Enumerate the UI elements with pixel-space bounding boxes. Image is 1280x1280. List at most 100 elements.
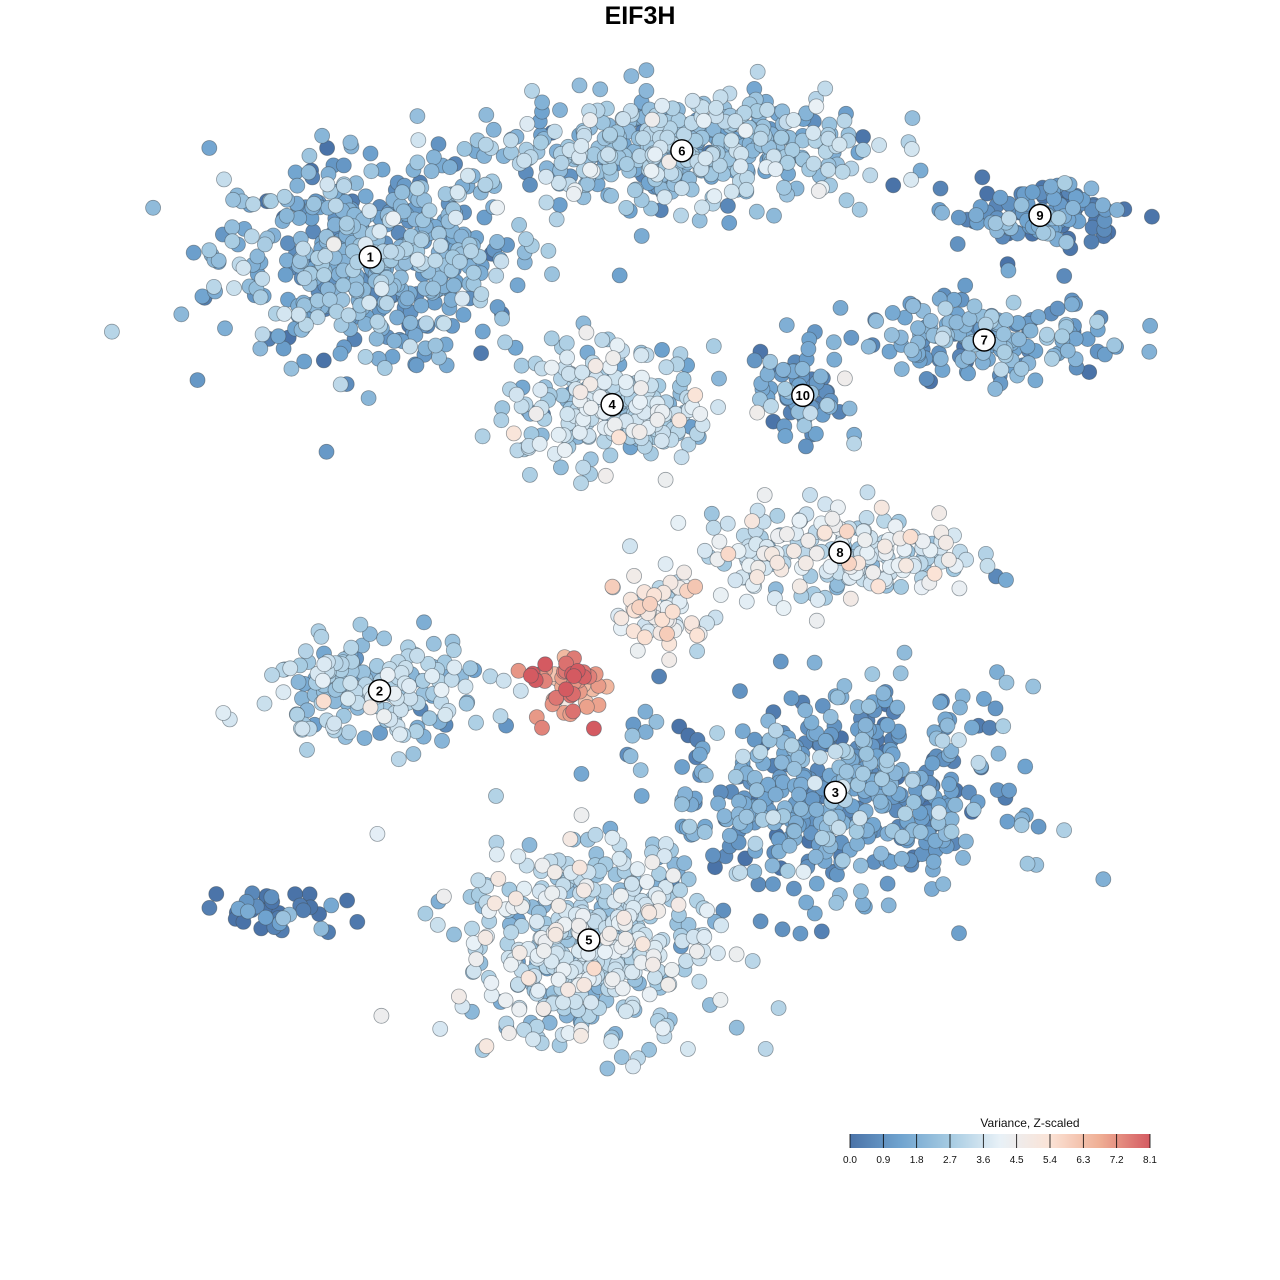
cell-point	[425, 280, 442, 297]
cell-point	[993, 361, 1010, 378]
cluster-label-5: 5	[577, 928, 601, 952]
cluster-label-circle	[367, 679, 392, 703]
cell-point	[547, 926, 564, 943]
cell-point	[832, 299, 849, 316]
cell-point	[819, 397, 836, 414]
cell-point	[332, 376, 349, 393]
cell-point	[596, 374, 613, 391]
cell-point	[357, 188, 374, 205]
cell-point	[965, 801, 982, 818]
cell-point	[964, 719, 980, 736]
cell-point	[486, 895, 503, 912]
cell-point	[263, 193, 279, 210]
cell-point	[485, 121, 502, 138]
cell-point	[812, 749, 828, 766]
cell-point	[716, 808, 733, 824]
cell-point	[409, 108, 426, 124]
cell-point	[748, 203, 765, 220]
cell-point	[779, 154, 796, 171]
cell-point	[958, 833, 974, 850]
cell-point	[824, 510, 841, 527]
cell-point	[749, 63, 766, 80]
cell-point	[239, 903, 256, 920]
cell-point	[710, 795, 726, 812]
cell-point	[1027, 372, 1044, 389]
cell-point	[573, 807, 590, 823]
legend-tick-label: 4.5	[1010, 1155, 1024, 1166]
cell-point	[462, 660, 479, 677]
cell-point	[522, 466, 538, 483]
cell-point	[604, 829, 621, 846]
cell-point	[343, 639, 360, 656]
cell-point	[243, 228, 260, 245]
cell-point	[460, 167, 476, 184]
cell-point	[445, 642, 462, 659]
cell-point	[488, 788, 504, 804]
cell-point	[445, 277, 462, 294]
cell-point	[905, 794, 922, 810]
cell-point	[145, 199, 162, 216]
legend-ticks: 0.0 0.9 1.8 2.7 3.6 4.5 5.4 6.3 7.2 8.1	[843, 1134, 1157, 1166]
cell-point	[769, 507, 786, 524]
cell-point	[392, 726, 408, 743]
cell-point	[624, 727, 641, 744]
cell-point	[834, 163, 851, 180]
cell-point	[430, 136, 447, 153]
cell-point	[104, 323, 120, 340]
cell-point	[382, 243, 399, 260]
cell-point	[276, 188, 293, 205]
cell-point	[768, 722, 784, 739]
cell-point	[793, 801, 809, 817]
cell-point	[639, 874, 655, 890]
cell-point	[614, 980, 631, 997]
cluster-label-6: 6	[670, 139, 694, 163]
cell-point	[810, 183, 827, 199]
cell-point	[697, 150, 714, 167]
cell-point	[356, 730, 373, 746]
cell-point	[805, 155, 822, 172]
cell-point	[553, 459, 569, 476]
cell-point	[727, 113, 744, 129]
cell-point	[604, 971, 621, 988]
cell-point	[402, 314, 419, 331]
cell-point	[836, 112, 853, 129]
cluster-label-circle	[791, 383, 815, 408]
cell-point	[494, 310, 511, 327]
cell-point	[532, 381, 549, 398]
cell-point	[843, 329, 860, 346]
cell-point	[998, 674, 1015, 691]
cell-point	[657, 556, 674, 572]
legend-tick-label: 7.2	[1110, 1155, 1124, 1166]
cell-point	[217, 320, 233, 337]
cell-point	[723, 132, 740, 149]
cell-point	[306, 195, 322, 212]
cell-point	[295, 902, 312, 919]
cell-point	[767, 786, 784, 803]
cell-point	[926, 565, 943, 582]
cell-point	[872, 793, 889, 810]
cluster-label-text: 4	[608, 397, 616, 412]
cell-point	[1022, 322, 1039, 339]
cell-point	[309, 309, 326, 326]
cell-point	[830, 819, 847, 836]
cell-point	[624, 875, 640, 892]
cell-point	[597, 944, 613, 960]
cell-point	[508, 386, 525, 403]
cell-point	[644, 111, 661, 128]
cell-point	[674, 759, 690, 775]
cell-point	[519, 116, 536, 132]
cell-point	[924, 755, 941, 772]
cell-point	[779, 863, 796, 879]
cell-point	[634, 936, 651, 952]
cell-point	[613, 887, 629, 904]
cell-point	[829, 689, 846, 706]
cell-point	[893, 579, 909, 595]
cell-point	[447, 209, 464, 226]
cell-point	[1000, 262, 1017, 279]
cell-point	[482, 668, 499, 685]
cell-point	[934, 204, 950, 221]
cell-point	[831, 136, 848, 153]
cell-point	[764, 857, 781, 874]
cell-point	[938, 534, 954, 551]
cluster-label-9: 9	[1028, 203, 1052, 228]
